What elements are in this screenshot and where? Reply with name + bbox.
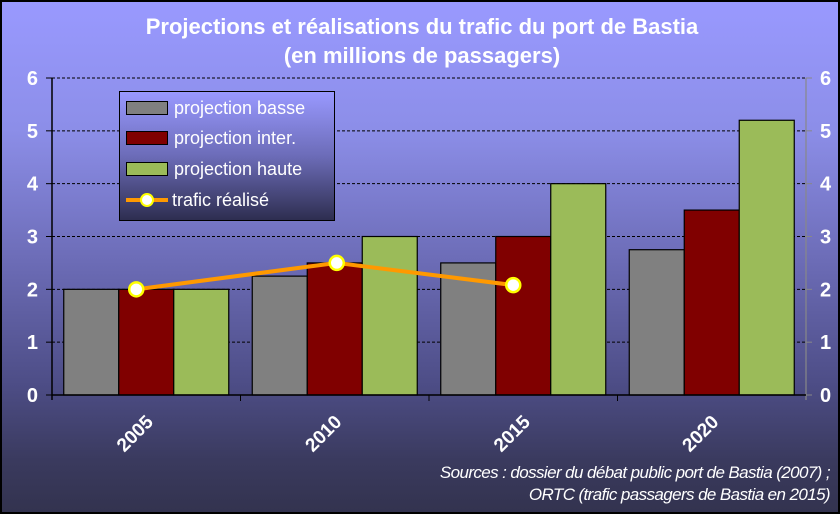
sources-note: Sources : dossier du débat public port d… (439, 462, 831, 506)
x-category-label: 2010 (302, 412, 347, 457)
bar-basse (63, 288, 120, 396)
legend: projection basse projection inter. proje… (119, 91, 335, 221)
trafic-realise-marker (505, 276, 522, 294)
bar-basse (251, 275, 308, 396)
y-tick-label-right: 4 (820, 174, 832, 196)
bar-inter (495, 235, 552, 396)
bar-inter (683, 209, 740, 396)
y-tick-label-left: 3 (27, 227, 38, 249)
y-tick-label-left: 6 (27, 68, 38, 90)
legend-label: trafic réalisé (172, 189, 270, 210)
sources-line-1: Sources : dossier du débat public port d… (439, 463, 831, 482)
legend-label: projection inter. (174, 127, 297, 148)
x-category-label: 2005 (113, 411, 158, 456)
y-tick-label-right: 6 (820, 68, 831, 90)
legend-label: projection haute (174, 158, 303, 179)
legend-item-realise: trafic réalisé (126, 188, 269, 212)
legend-swatch-haute (126, 162, 168, 176)
trafic-realise-marker (328, 254, 345, 272)
y-tick-label-left: 2 (27, 279, 38, 301)
x-category-label: 2020 (679, 412, 724, 457)
y-tick-label-right: 3 (820, 227, 831, 249)
y-tick-label-right: 1 (820, 332, 831, 354)
y-tick-label-left: 5 (27, 121, 38, 143)
bar-haute (738, 119, 795, 396)
legend-item-inter: projection inter. (126, 126, 296, 150)
y-tick-label-left: 1 (27, 332, 38, 354)
trafic-realise-marker (128, 281, 145, 298)
legend-swatch-basse (126, 101, 168, 115)
legend-line-marker-icon (126, 193, 168, 207)
chart-subtitle: (en millions de passagers) (283, 43, 561, 68)
legend-swatch-inter (126, 131, 168, 145)
x-category-label: 2015 (490, 411, 535, 456)
y-tick-label-left: 0 (27, 385, 38, 407)
y-tick-label-right: 5 (820, 121, 831, 143)
bar-haute (550, 183, 607, 396)
bar-haute (173, 288, 230, 396)
legend-item-basse: projection basse (126, 96, 305, 120)
chart-title: Projections et réalisations du trafic du… (145, 14, 699, 39)
bar-basse (628, 249, 685, 396)
y-tick-label-left: 4 (27, 174, 39, 196)
bar-haute (361, 235, 418, 396)
bar-inter (306, 262, 363, 396)
sources-line-2: ORTC (trafic passagers de Bastia en 2015… (528, 485, 831, 504)
bar-inter (118, 288, 175, 396)
legend-item-haute: projection haute (126, 157, 302, 181)
legend-label: projection basse (174, 97, 306, 118)
y-tick-label-right: 2 (820, 279, 831, 301)
y-tick-label-right: 0 (820, 385, 831, 407)
